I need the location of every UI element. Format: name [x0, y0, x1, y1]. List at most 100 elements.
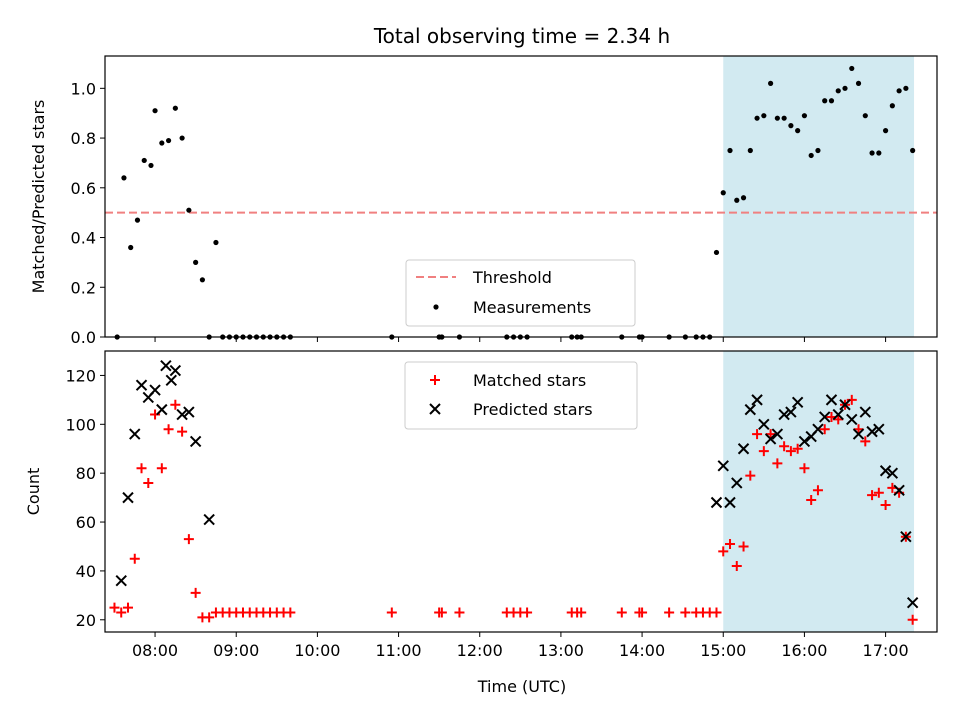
x-tick-label: 16:00 — [781, 641, 827, 660]
data-point — [785, 446, 796, 457]
data-point — [179, 135, 185, 141]
data-point — [285, 607, 296, 618]
data-point — [172, 105, 178, 111]
data-point — [791, 396, 804, 409]
data-point — [136, 463, 147, 474]
data-point — [745, 470, 756, 481]
data-point — [170, 399, 181, 410]
data-point — [862, 113, 868, 119]
data-point — [825, 394, 838, 406]
y-tick-label: 80 — [76, 464, 96, 483]
data-point — [163, 424, 174, 435]
data-point — [886, 467, 899, 479]
data-point — [882, 128, 889, 134]
data-point — [808, 152, 814, 159]
data-point — [798, 435, 811, 448]
x-tick-label: 11:00 — [376, 641, 422, 660]
data-point — [718, 546, 729, 557]
data-point — [710, 496, 723, 509]
data-point — [758, 446, 769, 457]
legend: Matched stars Predicted stars — [404, 361, 638, 430]
top-panel: 0.0 0.2 0.4 0.6 0.8 1.0 Matched/Predicted star… — [29, 55, 938, 347]
data-point — [454, 607, 465, 618]
x-tick-label: 14:00 — [619, 641, 665, 660]
data-point — [839, 399, 851, 411]
legend-label-matched: Matched stars — [473, 371, 586, 390]
data-point — [156, 403, 168, 416]
plot-frame — [104, 350, 938, 633]
data-point — [893, 484, 905, 496]
data-point — [152, 108, 158, 114]
data-point — [436, 607, 447, 618]
data-point — [842, 85, 848, 91]
data-point — [129, 428, 141, 440]
data-point — [116, 607, 127, 618]
data-point — [828, 98, 835, 104]
data-point — [907, 614, 918, 625]
legend-swatch-predicted — [429, 403, 441, 415]
data-point — [183, 534, 194, 545]
y-tick-label: 40 — [76, 562, 96, 581]
data-point — [835, 88, 841, 94]
data-point — [889, 103, 895, 109]
y-tick-label: 0.8 — [71, 129, 96, 148]
data-point — [758, 418, 770, 431]
y-axis-label: Matched/Predicted stars — [29, 100, 48, 294]
data-point — [880, 499, 891, 510]
data-point — [143, 477, 154, 488]
y-tick-label: 100 — [65, 415, 96, 434]
data-point — [751, 394, 763, 406]
data-point — [731, 561, 742, 572]
data-point — [186, 207, 192, 213]
data-point — [522, 607, 533, 618]
data-point — [867, 490, 878, 501]
x-tick-label: 10:00 — [294, 641, 340, 660]
data-point — [849, 65, 855, 72]
data-point — [156, 463, 167, 474]
data-point — [822, 98, 828, 104]
data-point — [737, 443, 750, 455]
data-point — [169, 364, 182, 377]
highlight-span — [723, 56, 915, 337]
data-point — [738, 541, 749, 552]
data-point — [189, 435, 202, 448]
data-point — [199, 277, 206, 283]
data-point — [761, 113, 767, 119]
data-point — [727, 147, 733, 154]
data-point — [680, 607, 691, 618]
data-point — [717, 460, 729, 472]
y-tick-label: 0.0 — [71, 328, 96, 347]
data-point — [779, 441, 790, 452]
data-point — [121, 175, 127, 181]
data-point — [768, 80, 774, 86]
data-point — [910, 147, 916, 154]
data-point — [204, 612, 215, 623]
bottom-panel: 20 40 60 80 100 120 08:00 09:00 10:00 11:00 12:00 1… — [24, 350, 938, 660]
x-tick-label: 15:00 — [700, 641, 746, 660]
data-point — [801, 113, 808, 119]
data-point — [819, 411, 831, 423]
data-point — [846, 413, 858, 426]
data-point — [724, 496, 736, 509]
data-point — [772, 458, 783, 469]
data-point — [860, 436, 871, 447]
data-point — [812, 423, 824, 435]
x-tick-label: 13:00 — [538, 641, 584, 660]
data-point — [747, 147, 753, 154]
data-point — [115, 574, 127, 587]
legend-label-measurements: Measurements — [473, 298, 591, 317]
data-point — [879, 465, 892, 477]
x-tick-label: 12:00 — [457, 641, 503, 660]
x-tick-label: 08:00 — [132, 641, 178, 660]
data-point — [135, 379, 148, 391]
data-point — [720, 190, 726, 196]
data-point — [774, 115, 780, 121]
y-tick-label: 20 — [76, 611, 96, 630]
y-tick-label: 0.4 — [71, 229, 96, 248]
data-point — [754, 115, 760, 121]
data-point — [855, 80, 862, 86]
data-point — [190, 587, 201, 598]
data-point — [846, 394, 857, 405]
data-point — [873, 423, 885, 435]
x-tick-label: 09:00 — [213, 641, 259, 660]
